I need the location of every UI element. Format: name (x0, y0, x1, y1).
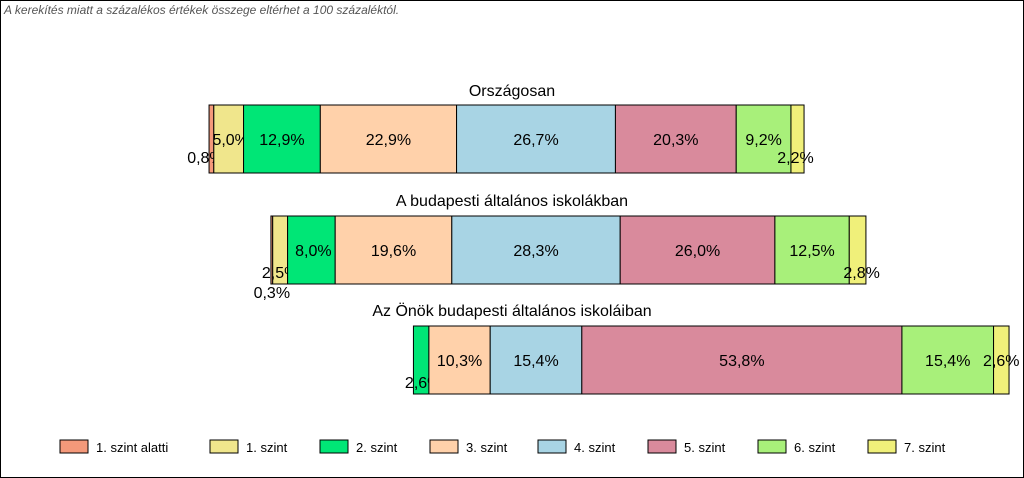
bar-segment-1-5 (619, 215, 776, 285)
rounding-note: A kerekítés miatt a százalékos értékek ö… (4, 3, 400, 17)
data-label-2-3: 10,3% (437, 353, 482, 370)
data-label-0-3: 22,9% (366, 132, 411, 149)
data-label-1-3: 19,6% (371, 243, 416, 260)
data-label-2-7: 2,6% (983, 353, 1019, 370)
legend-label-3: 3. szint (466, 440, 508, 455)
legend-label-2: 2. szint (356, 440, 398, 455)
bar-segment-0-3 (319, 104, 458, 174)
legend-label-5: 5. szint (684, 440, 726, 455)
legend-swatch-6 (757, 439, 787, 454)
bar-segment-0-5 (614, 104, 737, 174)
bar-segment-0-1 (213, 104, 245, 174)
legend-swatch-5 (647, 439, 677, 454)
data-label-1-0: 0,3% (254, 285, 290, 302)
data-label-2-5: 53,8% (719, 353, 764, 370)
data-label-0-4: 26,7% (513, 132, 558, 149)
data-label-0-1: 5,0% (212, 132, 248, 149)
data-label-0-2: 12,9% (259, 132, 304, 149)
data-label-1-7: 2,8% (843, 265, 879, 282)
legend-swatch-4 (537, 439, 567, 454)
series-title-0: Országosan (469, 83, 555, 100)
legend-label-6: 6. szint (794, 440, 836, 455)
data-label-2-6: 15,4% (925, 353, 970, 370)
legend-label-4: 4. szint (574, 440, 616, 455)
data-label-1-2: 8,0% (295, 243, 331, 260)
bar-segment-1-2 (287, 215, 336, 285)
data-label-0-7: 2,2% (777, 150, 813, 167)
bar-segment-1-7 (848, 215, 867, 285)
bar-segment-0-2 (243, 104, 321, 174)
legend-swatch-0 (59, 439, 89, 454)
data-label-0-5: 20,3% (653, 132, 698, 149)
series-title-1: A budapesti általános iskolákban (396, 193, 628, 210)
bar-segment-0-7 (790, 104, 805, 174)
legend-label-1: 1. szint (246, 440, 288, 455)
bar-segment-0-4 (456, 104, 616, 174)
bar-segment-1-6 (774, 215, 850, 285)
legend-label-7: 7. szint (904, 440, 946, 455)
legend-swatch-1 (209, 439, 239, 454)
bar-segment-1-3 (334, 215, 453, 285)
bar-segment-0-6 (735, 104, 792, 174)
data-label-1-5: 26,0% (675, 243, 720, 260)
data-label-2-4: 15,4% (513, 353, 558, 370)
legend-swatch-7 (867, 439, 897, 454)
data-label-0-6: 9,2% (745, 132, 781, 149)
bar-segment-1-4 (451, 215, 621, 285)
legend-label-0: 1. szint alatti (96, 440, 168, 455)
legend-swatch-3 (429, 439, 459, 454)
bar-segment-2-6 (901, 325, 995, 395)
legend-swatch-2 (319, 439, 349, 454)
series-title-2: Az Önök budapesti általános iskoláiban (372, 302, 651, 320)
bar-segment-2-7 (993, 325, 1010, 395)
data-label-1-4: 28,3% (513, 243, 558, 260)
bar-segment-2-3 (428, 325, 491, 395)
data-label-1-6: 12,5% (789, 243, 834, 260)
bar-segment-2-5 (581, 325, 903, 395)
